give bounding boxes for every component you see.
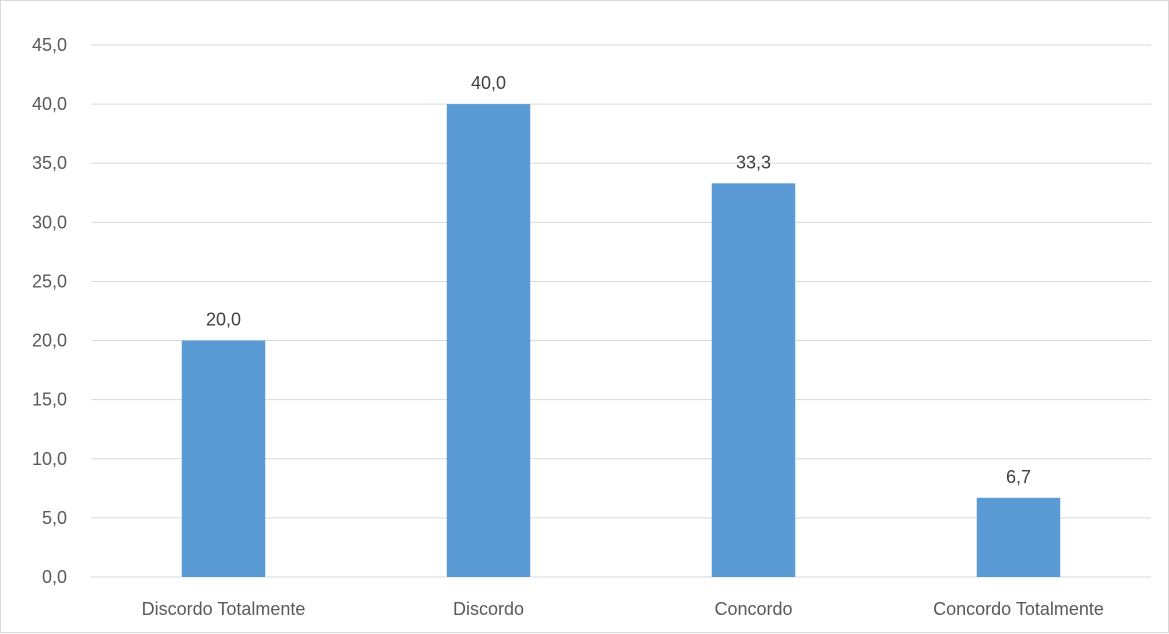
- x-tick-label: Discordo Totalmente: [142, 599, 306, 619]
- x-axis-tick-labels: Discordo Totalmente Discordo Concordo Conco…: [142, 599, 1104, 619]
- data-label: 6,7: [1006, 467, 1031, 487]
- data-label: 33,3: [736, 152, 771, 172]
- y-tick-label: 45,0: [32, 35, 67, 55]
- data-label: 20,0: [206, 310, 241, 330]
- y-tick-label: 20,0: [32, 331, 67, 351]
- y-tick-label: 0,0: [42, 567, 67, 587]
- x-tick-label: Discordo: [453, 599, 524, 619]
- gridlines: [91, 44, 1151, 578]
- y-tick-label: 35,0: [32, 153, 67, 173]
- bar: [446, 104, 531, 577]
- bar: [711, 183, 796, 577]
- data-labels: 20,0 40,0 33,3 6,7: [206, 73, 1031, 487]
- data-label: 40,0: [471, 73, 506, 93]
- x-tick-label: Concordo: [714, 599, 792, 619]
- bars: [181, 104, 1061, 577]
- y-tick-label: 5,0: [42, 508, 67, 528]
- y-tick-label: 15,0: [32, 390, 67, 410]
- y-tick-label: 40,0: [32, 94, 67, 114]
- y-tick-label: 10,0: [32, 449, 67, 469]
- bar: [181, 340, 266, 577]
- y-axis-tick-labels: 0,0 5,0 10,0 15,0 20,0 25,0 30,0 35,0 40,0 45,0: [32, 35, 67, 587]
- y-tick-label: 30,0: [32, 212, 67, 232]
- y-tick-label: 25,0: [32, 271, 67, 291]
- bar: [976, 497, 1061, 577]
- x-tick-label: Concordo Totalmente: [933, 599, 1104, 619]
